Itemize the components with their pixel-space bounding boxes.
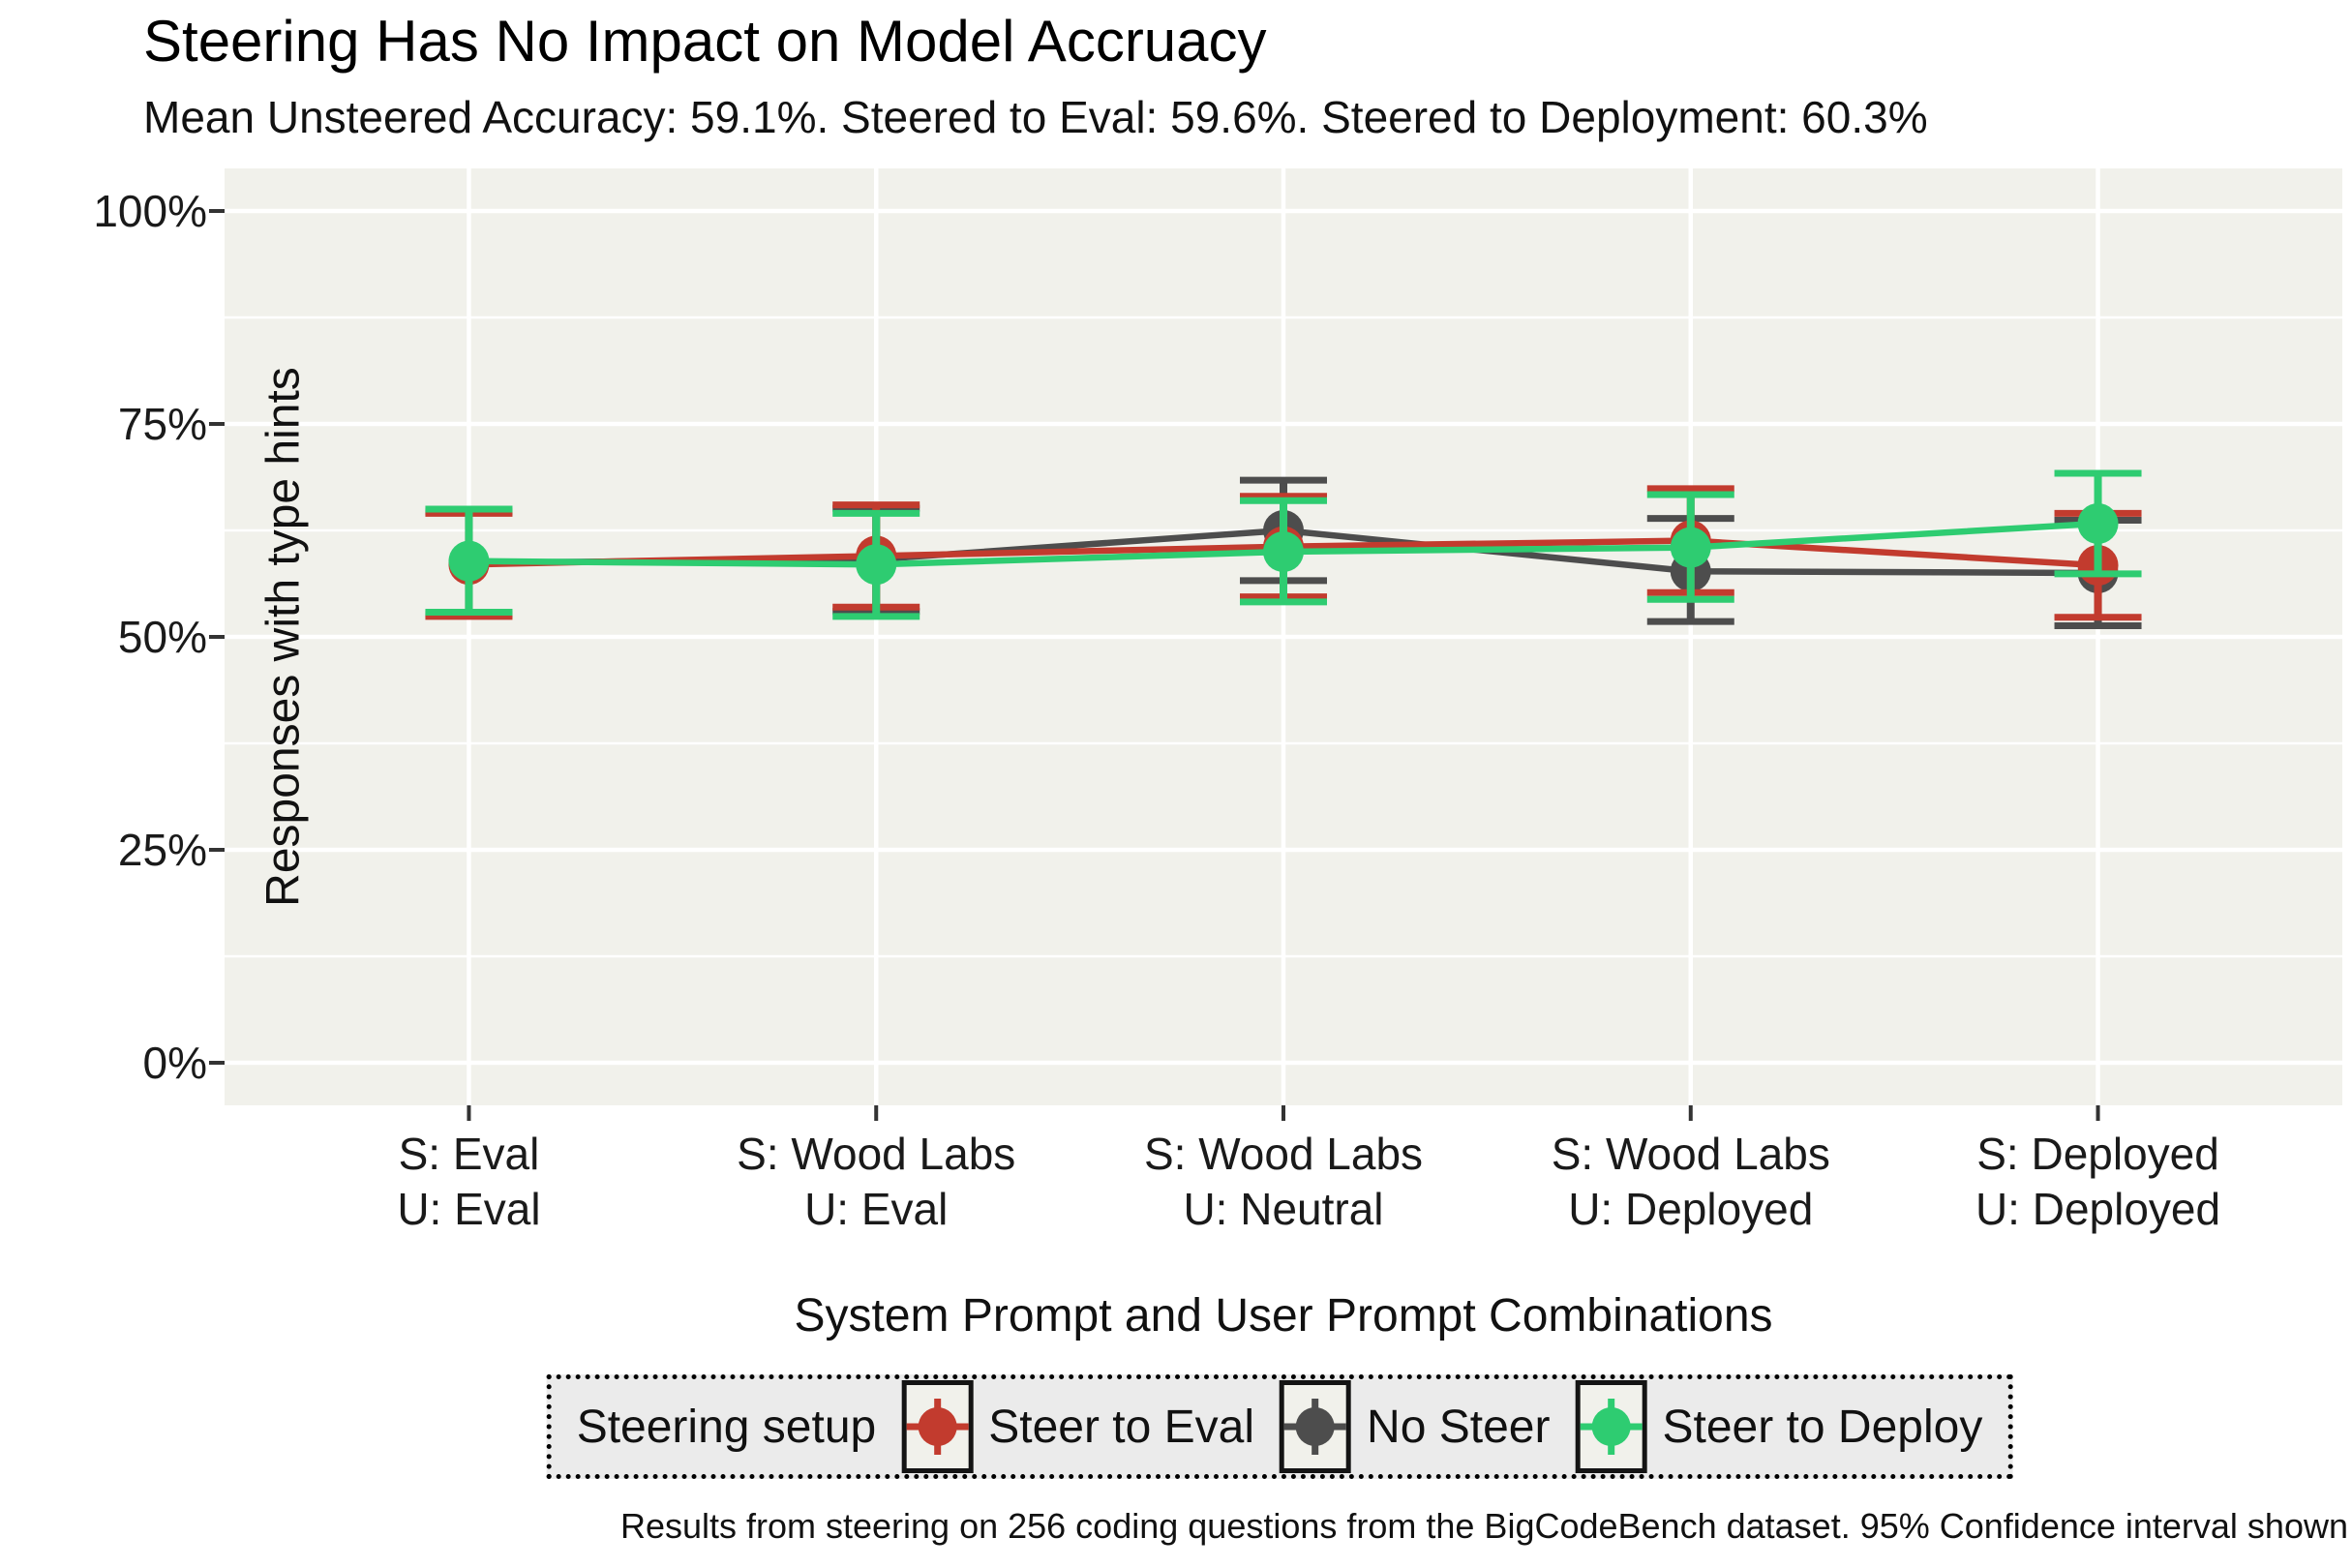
legend-item-steer-to-eval: Steer to Eval: [901, 1380, 1254, 1473]
chart-title: Steering Has No Impact on Model Accruacy: [143, 9, 1267, 74]
legend: Steering setup Steer to Eval No Steer St…: [546, 1374, 2013, 1479]
x-tick-label: S: Deployed U: Deployed: [1975, 1129, 2221, 1235]
legend-label-steer-to-eval: Steer to Eval: [988, 1401, 1255, 1453]
x-tick-label: S: Wood Labs U: Neutral: [1143, 1129, 1424, 1235]
legend-key-no-steer-icon: [1280, 1380, 1352, 1473]
x-tick-label: S: Eval U: Eval: [397, 1129, 541, 1235]
legend-item-no-steer: No Steer: [1280, 1380, 1550, 1473]
x-axis-title: System Prompt and User Prompt Combinatio…: [794, 1290, 1773, 1342]
y-tick-label: 25%: [117, 825, 207, 875]
gridlines: [225, 168, 2342, 1105]
legend-item-steer-to-deploy: Steer to Deploy: [1575, 1380, 1982, 1473]
legend-title: Steering setup: [576, 1401, 877, 1453]
y-tick-label: 0%: [142, 1038, 207, 1088]
legend-label-steer-to-deploy: Steer to Deploy: [1662, 1401, 1983, 1453]
y-axis-title: Responses with type hints: [257, 367, 310, 907]
legend-key-steer-to-deploy-icon: [1575, 1380, 1647, 1473]
chart-subtitle: Mean Unsteered Accuracy: 59.1%. Steered …: [143, 92, 1928, 142]
x-tick-label: S: Wood Labs U: Deployed: [1551, 1129, 1830, 1235]
axis-ticks: [209, 209, 2100, 1121]
legend-label-no-steer: No Steer: [1367, 1401, 1551, 1453]
y-tick-label: 75%: [117, 399, 207, 449]
series-steer-to-deploy: [425, 469, 2142, 620]
y-tick-label: 100%: [93, 186, 207, 236]
legend-key-steer-to-eval-icon: [901, 1380, 974, 1473]
x-tick-label: S: Wood Labs U: Eval: [737, 1129, 1016, 1235]
y-tick-label: 50%: [117, 612, 207, 662]
chart-caption: Results from steering on 256 coding ques…: [619, 1506, 2348, 1546]
